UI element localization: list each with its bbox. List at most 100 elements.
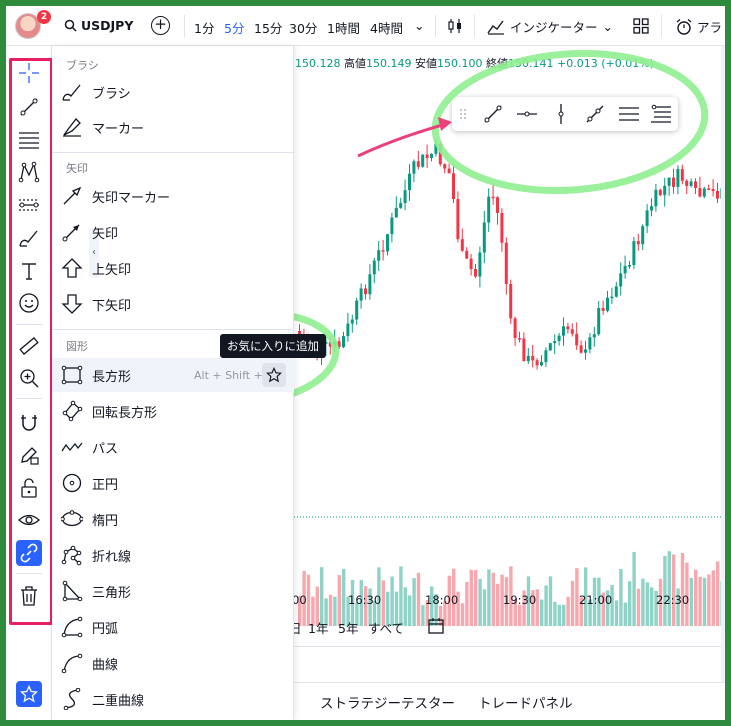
parallel-channel-icon[interactable] (618, 103, 640, 125)
candle-type-icon[interactable] (446, 17, 464, 35)
lock-drawings-tool[interactable] (16, 475, 42, 501)
menu-item-double-curve[interactable]: 二重曲線 (52, 682, 294, 716)
menu-item-arrow-up[interactable]: 上矢印 (52, 251, 294, 285)
menu-item-circle[interactable]: 正円 (52, 466, 294, 500)
goto-date-icon[interactable] (426, 616, 446, 636)
measure-tool[interactable] (16, 333, 42, 359)
menu-item-curve[interactable]: 曲線 (52, 646, 294, 680)
rectangle-icon (61, 365, 83, 385)
menu-item-arrow-down[interactable]: 下矢印 (52, 287, 294, 321)
timeframe-5m[interactable]: 5分 (224, 21, 245, 36)
crosshair-tool[interactable] (16, 60, 42, 86)
menu-item-arc[interactable]: 円弧 (52, 610, 294, 644)
menu-item-rotated-rectangle[interactable]: 回転長方形 (52, 394, 294, 428)
tab-strategy-tester[interactable]: ストラテジーテスター (320, 696, 455, 712)
price-chart[interactable] (294, 46, 725, 646)
horizontal-line-icon[interactable] (516, 103, 538, 125)
low-value: 150.100 (437, 57, 483, 70)
timeframe-30m[interactable]: 30分 (289, 21, 318, 36)
range-1y[interactable]: 1年 (308, 621, 329, 636)
brush-tool[interactable] (16, 225, 42, 251)
candle-body (610, 296, 614, 299)
vertical-line-icon[interactable] (550, 103, 572, 125)
volume-bar (623, 602, 627, 626)
fib-retracement-icon[interactable] (650, 103, 672, 125)
magnet-tool[interactable] (16, 410, 42, 436)
volume-bar (535, 589, 539, 626)
text-tool[interactable] (16, 258, 42, 284)
menu-item-path[interactable]: パス (52, 430, 294, 464)
volume-bar (368, 588, 372, 626)
volume-bar (645, 582, 649, 626)
timeframe-1m[interactable]: 1分 (194, 21, 215, 36)
candle-body (465, 250, 469, 259)
menu-item-arrow[interactable]: 矢印 (52, 215, 294, 249)
volume-bar (711, 570, 715, 626)
menu-item-arrow-marker[interactable]: 矢印マーカー (52, 179, 294, 213)
candle-body (500, 212, 504, 243)
forecast-tool[interactable] (16, 192, 42, 218)
remove-drawings-tool[interactable] (16, 583, 42, 609)
app-frame: 2 USDJPY + 1分 5分 15分 30分 1時間 4時間 ⌄ インジケー… (6, 6, 725, 720)
candle-body (632, 241, 636, 265)
menu-item-triangle[interactable]: 三角形 (52, 574, 294, 608)
close-value: 150.141 (508, 57, 554, 70)
emoji-tool[interactable] (16, 290, 42, 316)
menu-item-marker[interactable]: マーカー (52, 110, 294, 144)
section-title-brush: ブラシ (66, 59, 99, 72)
volume-bar (487, 569, 491, 626)
volume-bar (518, 605, 522, 626)
menu-item-label: パス (92, 441, 119, 457)
candle-body (460, 239, 464, 251)
tab-trade-panel[interactable]: トレードパネル (478, 696, 573, 712)
candle-body (447, 168, 451, 174)
timeframe-1h[interactable]: 1時間 (327, 21, 360, 36)
drag-handle-icon[interactable] (458, 107, 468, 121)
collapse-menu-button[interactable]: ‹ (89, 228, 99, 278)
indicators-button[interactable]: インジケーター ⌄ (487, 17, 613, 36)
fib-tool[interactable] (16, 126, 42, 152)
trend-line-tool[interactable] (16, 94, 42, 120)
menu-item-ellipse[interactable]: 楕円 (52, 502, 294, 536)
candle-body (698, 188, 702, 197)
favorites-button[interactable] (16, 681, 42, 707)
add-to-favorites-button[interactable] (262, 363, 286, 387)
timeframe-4h[interactable]: 4時間 (370, 21, 403, 36)
candle-body (333, 341, 337, 347)
trend-line-icon[interactable] (482, 103, 504, 125)
menu-item-rectangle[interactable]: 長方形 Alt + Shift + R (52, 358, 294, 392)
alert-button[interactable]: アラ (675, 17, 722, 36)
sync-drawings-tool[interactable] (16, 540, 42, 566)
timeframe-dropdown-chevron-icon[interactable]: ⌄ (414, 18, 425, 33)
volume-bar (562, 604, 566, 626)
stay-in-drawing-mode-tool[interactable] (16, 442, 42, 468)
avatar[interactable] (15, 13, 41, 39)
arc-icon (61, 616, 83, 638)
compare-add-button[interactable]: + (151, 16, 170, 35)
volume-bar (408, 595, 412, 626)
candle-body (368, 274, 372, 295)
xabcd-pattern-icon (18, 161, 40, 183)
range-5y[interactable]: 5年 (338, 621, 359, 636)
menu-item-brush[interactable]: ブラシ (52, 75, 294, 109)
ray-line-icon[interactable] (584, 103, 606, 125)
candle-body (650, 206, 653, 211)
hide-drawings-tool[interactable] (16, 507, 42, 533)
candle-body (421, 154, 425, 167)
layout-grid-icon[interactable] (633, 18, 649, 34)
volume-bar (522, 590, 526, 626)
candle-body (676, 169, 680, 187)
symbol-search[interactable]: USDJPY (64, 18, 133, 33)
range-all[interactable]: すべて (368, 621, 405, 636)
zoom-tool[interactable] (16, 365, 42, 391)
candlestick-chart[interactable] (294, 46, 725, 646)
menu-item-label: 上矢印 (92, 262, 132, 278)
timeframe-15m[interactable]: 15分 (254, 21, 283, 36)
candle-body (557, 335, 561, 342)
candle-body (408, 173, 411, 191)
candle-body (544, 350, 548, 363)
menu-item-polyline[interactable]: 折れ線 (52, 538, 294, 572)
candle-body (430, 153, 433, 158)
menu-item-label: 楕円 (92, 513, 119, 529)
pattern-tool[interactable] (16, 159, 42, 185)
